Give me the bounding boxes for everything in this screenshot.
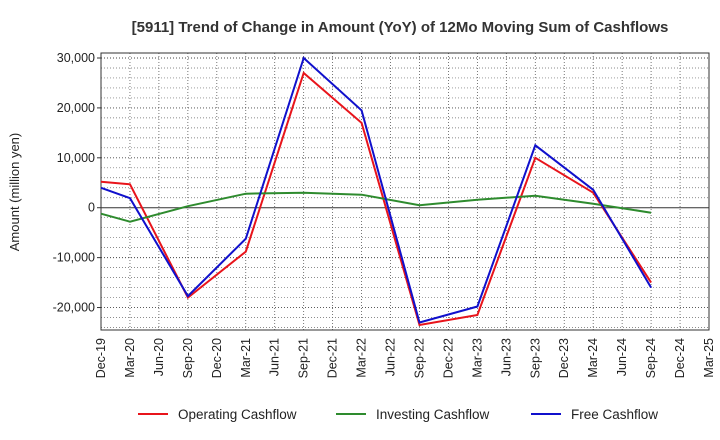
plot-frame: [100, 52, 710, 331]
x-tick-label: Sep-24: [644, 338, 658, 378]
y-tick-label: 0: [88, 201, 95, 215]
x-tick-label: Dec-24: [673, 338, 687, 378]
y-tick-label: 30,000: [57, 51, 95, 65]
x-tick-label: Dec-19: [94, 338, 108, 378]
axes: Dec-19 Mar-20 Jun-20 Sep-20 Dec-20 Mar-21 Jun-…: [53, 51, 716, 378]
chart-title: [5911] Trend of Change in Amount (YoY) o…: [132, 19, 669, 36]
x-tick-label: Dec-22: [441, 338, 455, 378]
series-lines: [100, 56, 652, 327]
x-tick-label: Jun-24: [615, 338, 629, 376]
x-tick-label: Mar-20: [123, 338, 137, 378]
x-tick-label: Mar-21: [239, 338, 253, 378]
series-line-operating-cashflow: [100, 71, 652, 327]
x-tick-label: Dec-20: [210, 338, 224, 378]
legend-label-investing-cashflow: Investing Cashflow: [376, 407, 490, 422]
x-tick-label: Mar-25: [702, 338, 716, 378]
x-tick-label: Jun-21: [268, 338, 282, 376]
x-tick-label: Sep-20: [181, 338, 195, 378]
x-tick-label: Jun-22: [384, 338, 398, 376]
y-tick-label: -10,000: [53, 251, 95, 265]
x-tick-label: Dec-23: [557, 338, 571, 378]
y-tick-label: 10,000: [57, 151, 95, 165]
legend-label-operating-cashflow: Operating Cashflow: [178, 407, 297, 422]
x-tick-label: Mar-22: [355, 338, 369, 378]
grid: [100, 53, 710, 330]
x-tick-label: Dec-21: [326, 338, 340, 378]
legend: Operating Cashflow Investing Cashflow Free…: [138, 407, 658, 422]
y-axis-label: Amount (million yen): [7, 133, 22, 252]
legend-label-free-cashflow: Free Cashflow: [571, 407, 658, 422]
x-tick-label: Jun-23: [499, 338, 513, 376]
x-tick-label: Mar-24: [586, 338, 600, 378]
series-line-free-cashflow: [100, 56, 652, 324]
y-tick-label: 20,000: [57, 101, 95, 115]
x-tick-label: Sep-22: [412, 338, 426, 378]
x-tick-label: Sep-21: [297, 338, 311, 378]
series-line-investing-cashflow: [100, 191, 652, 223]
x-tick-label: Sep-23: [528, 338, 542, 378]
x-tick-label: Mar-23: [470, 338, 484, 378]
x-tick-label: Jun-20: [152, 338, 166, 376]
y-tick-label: -20,000: [53, 301, 95, 315]
